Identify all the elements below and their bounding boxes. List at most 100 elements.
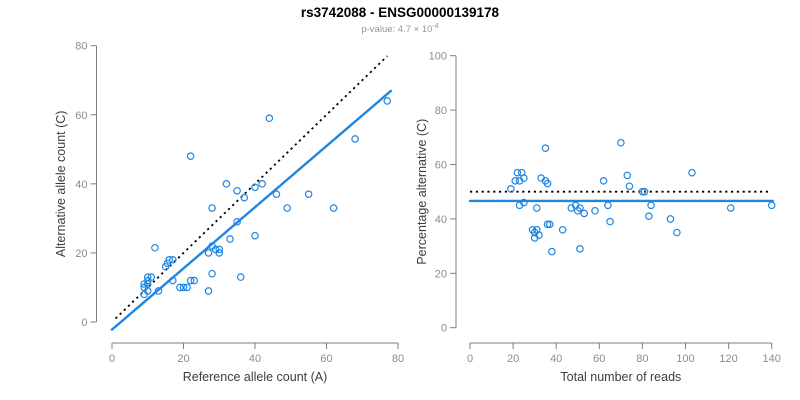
data-point — [513, 168, 522, 177]
data-point — [215, 245, 224, 254]
data-point — [226, 235, 234, 243]
y-tick-label: 60 — [435, 160, 447, 172]
data-point — [186, 276, 195, 285]
data-point — [190, 276, 199, 285]
x-tick-label: 0 — [467, 353, 473, 365]
data-point — [265, 114, 274, 123]
data-point — [767, 201, 776, 210]
x-axis-title: Total number of reads — [560, 370, 681, 384]
x-tick-label: 60 — [593, 353, 605, 365]
data-point — [204, 287, 213, 295]
x-tick-label: 80 — [392, 353, 404, 365]
y-tick-label: 40 — [435, 214, 447, 226]
percentage-alternative-panel: 0 20 40 60 80 100 0 20 40 60 80 100 120 140 Total numb… — [415, 51, 781, 384]
data-point — [640, 187, 649, 196]
data-point — [617, 138, 625, 147]
allele-counts-panel: 0 20 40 60 80 0 20 40 60 80 Reference allele count… — [54, 41, 404, 384]
data-point — [283, 204, 291, 212]
data-point — [168, 256, 177, 264]
data-point — [251, 231, 259, 240]
pvalue-text: p-value: 4.7 × 10 — [361, 24, 433, 35]
data-point — [673, 228, 681, 237]
x-tick-label: 100 — [676, 353, 694, 365]
data-point — [507, 185, 515, 193]
data-point — [140, 280, 148, 288]
x-tick-label: 60 — [320, 353, 332, 365]
data-point — [515, 177, 524, 185]
data-point — [186, 152, 195, 161]
data-point — [151, 243, 159, 252]
data-point — [645, 212, 653, 220]
data-point — [606, 217, 614, 226]
data-point — [272, 190, 281, 199]
plot-subtitle: p-value: 4.7 × 10-4 — [0, 23, 800, 35]
pvalue-exponent: -4 — [432, 23, 439, 30]
data-point — [688, 168, 696, 177]
data-point — [591, 206, 599, 215]
data-point — [233, 218, 241, 226]
data-point — [154, 287, 163, 295]
y-tick-label: 0 — [81, 317, 87, 329]
data-point — [548, 247, 556, 256]
data-point — [558, 225, 567, 234]
y-tick-label: 80 — [435, 105, 447, 117]
data-point — [543, 179, 552, 188]
data-point — [258, 180, 266, 188]
data-point — [233, 186, 241, 195]
data-point — [304, 190, 313, 199]
data-point — [638, 187, 647, 196]
y-tick-label: 80 — [75, 41, 87, 53]
data-point — [208, 269, 216, 278]
data-point — [140, 290, 148, 299]
data-point — [576, 245, 584, 253]
y-tick-label: 20 — [75, 248, 87, 260]
data-point — [520, 198, 528, 207]
data-point — [541, 144, 550, 152]
data-point — [179, 283, 188, 292]
y-tick-label: 20 — [435, 268, 447, 280]
data-point — [161, 262, 170, 271]
x-tick-label: 120 — [719, 353, 737, 365]
data-point — [545, 220, 554, 229]
data-point — [351, 135, 359, 143]
data-point — [530, 234, 539, 242]
y-axis-title: Percentage alternative (C) — [415, 119, 429, 265]
data-point — [576, 204, 584, 212]
data-point — [215, 249, 224, 257]
y-tick-label: 100 — [429, 51, 447, 63]
data-point — [176, 283, 184, 292]
data-point — [511, 177, 520, 185]
data-point — [533, 204, 541, 212]
y-tick-label: 60 — [75, 110, 87, 122]
x-tick-label: 80 — [636, 353, 648, 365]
fit-line — [110, 89, 393, 331]
data-point — [666, 215, 675, 223]
plot-title: rs3742088 - ENSG00000139178 — [300, 5, 500, 20]
x-tick-label: 40 — [550, 353, 562, 365]
data-point — [726, 204, 735, 212]
data-point — [222, 180, 231, 188]
x-tick-label: 20 — [177, 353, 189, 365]
data-point — [236, 273, 245, 281]
data-point — [329, 204, 338, 212]
reference-line — [114, 55, 388, 320]
x-tick-label: 0 — [109, 353, 115, 365]
data-point — [647, 201, 655, 210]
data-point — [580, 209, 589, 218]
x-axis-title: Reference allele count (A) — [183, 370, 328, 384]
data-point — [625, 182, 634, 191]
data-point — [251, 183, 259, 192]
data-point — [204, 249, 213, 257]
data-point — [183, 283, 191, 292]
data-point — [208, 204, 216, 212]
data-point — [240, 193, 249, 202]
y-axis-title: Alternative allele count (C) — [54, 111, 68, 258]
data-point — [604, 201, 612, 210]
data-point — [599, 177, 608, 185]
x-tick-label: 40 — [249, 353, 261, 365]
data-point — [383, 97, 392, 105]
y-tick-label: 0 — [441, 323, 447, 335]
data-point — [623, 171, 632, 180]
